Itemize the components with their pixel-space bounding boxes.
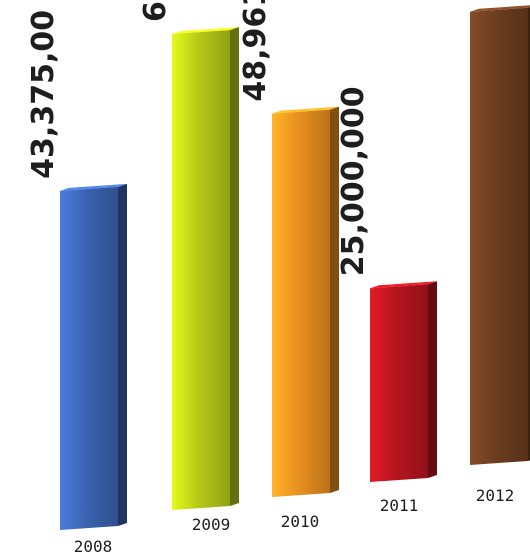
value-label-2010: 48,961,946 — [238, 0, 273, 102]
value-label-2011: 25,000,000 — [336, 86, 371, 276]
bar-2011 — [370, 281, 437, 482]
category-label-2012: 2012 — [476, 486, 515, 505]
bar-2008 — [60, 183, 127, 530]
bar-side-2011 — [428, 281, 437, 478]
bar-top-2012 — [470, 5, 530, 12]
bar-front-2008 — [60, 186, 118, 530]
bar-2009 — [172, 27, 239, 510]
bars-group — [60, 5, 530, 530]
bar-2010 — [272, 106, 339, 497]
bar-front-2011 — [370, 284, 428, 482]
category-label-2008: 2008 — [74, 537, 113, 556]
bar-side-2008 — [118, 183, 127, 526]
bar-2012 — [470, 5, 530, 465]
value-label-2009: 60,668,422 — [138, 0, 173, 22]
bar-top-2008 — [60, 183, 127, 191]
value-label-2008: 43,375,00 — [26, 10, 61, 179]
bar-front-2010 — [272, 109, 330, 497]
bar-top-2010 — [272, 106, 339, 114]
category-label-2009: 2009 — [192, 515, 231, 534]
bar-top-2009 — [172, 27, 239, 34]
bar-front-2009 — [172, 30, 230, 510]
bar-side-2009 — [230, 27, 239, 506]
category-label-2011: 2011 — [380, 496, 419, 515]
bar-top-2011 — [370, 281, 437, 289]
category-label-2010: 2010 — [281, 512, 320, 531]
bar-front-2012 — [470, 7, 528, 465]
labels-group: 43,375,00 2008 60,668,422 2009 48,961,946 201… — [26, 0, 514, 556]
bar-side-2010 — [330, 106, 339, 493]
